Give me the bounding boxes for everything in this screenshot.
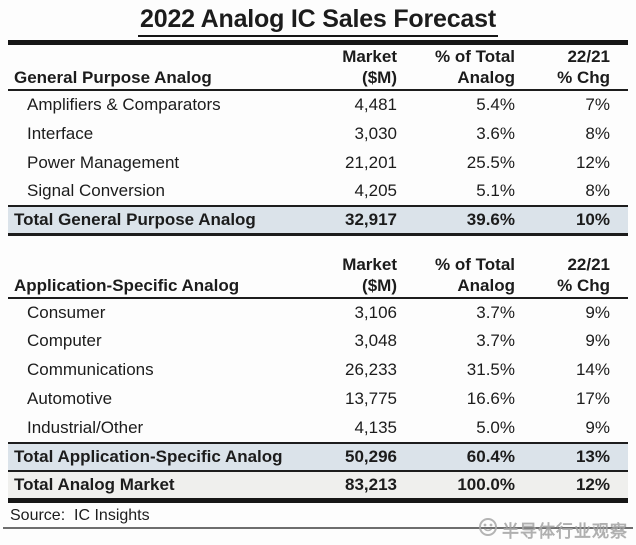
- row-label: Signal Conversion: [27, 181, 165, 200]
- column-header-market-units: ($M): [362, 275, 397, 295]
- total-market-value: 32,917: [345, 209, 397, 229]
- grand-total-row: Total Analog Market 83,213 100.0% 12%: [8, 470, 628, 498]
- source-note: Source: IC Insights: [10, 506, 150, 524]
- table-row: Industrial/Other 4,135 5.0% 9%: [8, 414, 628, 443]
- pct-value: 3.7%: [476, 331, 515, 350]
- pct-value: 3.7%: [476, 302, 515, 322]
- chg-value: 17%: [575, 389, 610, 408]
- section-title-general-purpose: General Purpose Analog: [14, 68, 212, 87]
- footer-rule: [3, 526, 633, 529]
- market-value: 4,205: [354, 181, 397, 200]
- header-row-bottom: General Purpose Analog ($M) Analog % Chg: [8, 67, 628, 90]
- column-header-chg: 22/21: [567, 254, 610, 274]
- row-label: Computer: [27, 331, 102, 350]
- chg-value: 9%: [585, 331, 610, 350]
- total-market-value: 50,296: [345, 446, 397, 466]
- table-row: Automotive 13,775 16.6% 17%: [8, 385, 628, 414]
- column-header-market-units: ($M): [362, 68, 397, 87]
- row-label: Automotive: [27, 389, 113, 408]
- market-value: 3,048: [354, 331, 397, 350]
- watermark-text: 半导体行业观察: [502, 522, 628, 541]
- grand-total-label: Total Analog Market: [14, 474, 175, 494]
- market-value: 4,135: [354, 417, 397, 437]
- chg-value: 12%: [575, 152, 610, 172]
- grand-total-pct-value: 100.0%: [457, 474, 515, 494]
- section-gap: [0, 236, 636, 253]
- top-double-rule: [8, 40, 628, 45]
- total-pct-value: 39.6%: [466, 209, 515, 229]
- row-label: Power Management: [27, 152, 180, 172]
- pct-value: 5.1%: [476, 181, 515, 200]
- column-header-chg-pct: % Chg: [557, 275, 610, 295]
- table-row: Amplifiers & Comparators 4,481 5.4% 7%: [8, 90, 628, 119]
- chg-value: 9%: [585, 302, 610, 322]
- market-value: 21,201: [345, 152, 397, 172]
- pct-value: 16.6%: [466, 389, 515, 408]
- header-row-top: Market % of Total 22/21: [8, 253, 628, 275]
- general-purpose-table: Market % of Total 22/21 General Purpose …: [8, 45, 628, 236]
- column-header-market: Market: [342, 254, 397, 274]
- market-value: 3,106: [354, 302, 397, 322]
- column-header-pct-total: % of Total: [435, 47, 515, 66]
- market-value: 26,233: [345, 360, 397, 379]
- pct-value: 31.5%: [466, 360, 515, 379]
- total-label: Total General Purpose Analog: [14, 209, 256, 229]
- pct-value: 5.0%: [476, 417, 515, 437]
- row-label: Amplifiers & Comparators: [27, 95, 221, 114]
- market-value: 3,030: [354, 123, 397, 143]
- header-spacer: [8, 45, 293, 67]
- header-spacer: [8, 253, 293, 275]
- section-title-application-specific: Application-Specific Analog: [14, 275, 240, 295]
- total-chg-value: 10%: [575, 209, 610, 229]
- total-label: Total Application-Specific Analog: [14, 446, 283, 466]
- watermark: 半导体行业观察: [478, 517, 628, 542]
- total-pct-value: 60.4%: [466, 446, 515, 466]
- row-label: Interface: [27, 123, 94, 143]
- row-label: Consumer: [27, 302, 106, 322]
- application-specific-table: Market % of Total 22/21 Application-Spec…: [8, 253, 628, 498]
- column-header-chg-pct: % Chg: [557, 68, 610, 87]
- table-row: Communications 26,233 31.5% 14%: [8, 356, 628, 385]
- market-value: 13,775: [345, 389, 397, 408]
- column-header-chg: 22/21: [567, 47, 610, 66]
- pct-value: 3.6%: [476, 123, 515, 143]
- header-row-top: Market % of Total 22/21: [8, 45, 628, 67]
- watermark-logo-icon: [478, 517, 498, 542]
- pct-value: 25.5%: [466, 152, 515, 172]
- chg-value: 7%: [585, 95, 610, 114]
- row-label: Industrial/Other: [27, 417, 144, 437]
- total-row-application-specific: Total Application-Specific Analog 50,296…: [8, 442, 628, 471]
- page-title-text: 2022 Analog IC Sales Forecast: [138, 4, 498, 37]
- pct-value: 5.4%: [476, 95, 515, 114]
- grand-total-chg-value: 12%: [575, 474, 610, 494]
- table-row: Signal Conversion 4,205 5.1% 8%: [8, 177, 628, 206]
- table-row: Consumer 3,106 3.7% 9%: [8, 298, 628, 327]
- total-chg-value: 13%: [575, 446, 610, 466]
- column-header-pct-total: % of Total: [435, 254, 515, 274]
- column-header-pct-analog: Analog: [457, 275, 515, 295]
- table-row: Power Management 21,201 25.5% 12%: [8, 148, 628, 177]
- column-header-market: Market: [342, 47, 397, 66]
- chg-value: 9%: [585, 417, 610, 437]
- column-header-pct-analog: Analog: [457, 68, 515, 87]
- table-row: Computer 3,048 3.7% 9%: [8, 327, 628, 356]
- chg-value: 8%: [585, 123, 610, 143]
- table-row: Interface 3,030 3.6% 8%: [8, 119, 628, 148]
- chg-value: 8%: [585, 181, 610, 200]
- bottom-double-rule: [8, 497, 628, 503]
- market-value: 4,481: [354, 95, 397, 114]
- page-title: 2022 Analog IC Sales Forecast: [0, 0, 636, 37]
- grand-total-market-value: 83,213: [345, 474, 397, 494]
- row-label: Communications: [27, 360, 154, 379]
- header-row-bottom: Application-Specific Analog ($M) Analog …: [8, 275, 628, 298]
- total-row-general-purpose: Total General Purpose Analog 32,917 39.6…: [8, 206, 628, 234]
- chg-value: 14%: [575, 360, 610, 379]
